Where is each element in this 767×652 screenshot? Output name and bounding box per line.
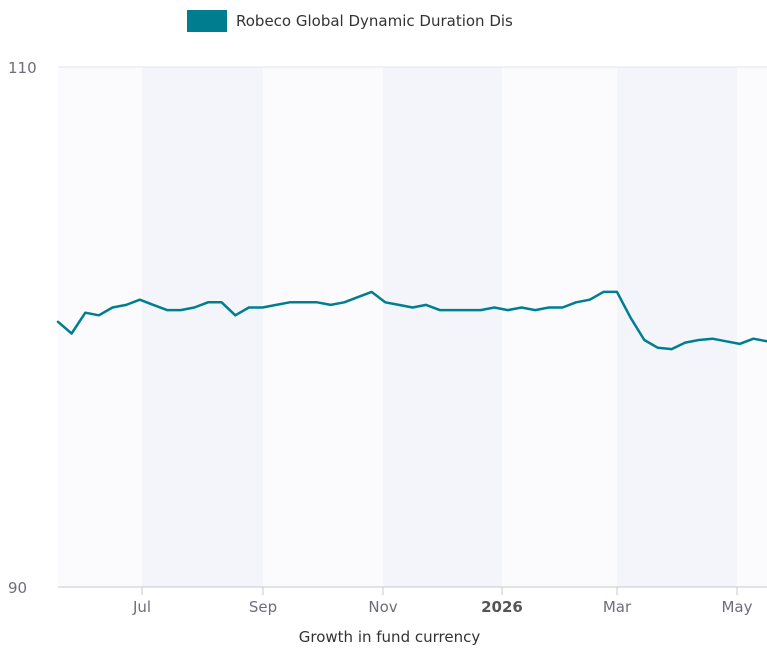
x-tick-label: 2026 [481,598,523,616]
x-tick-label: Jul [132,598,151,616]
y-axis: 90 110 [8,59,37,597]
x-tick-label: May [721,598,752,616]
shaded-band-0 [142,67,263,587]
chart-caption: Growth in fund currency [298,628,481,646]
legend-swatch [187,10,227,32]
x-tick-label: Nov [368,598,397,616]
legend[interactable]: Robeco Global Dynamic Duration Dis [187,10,513,32]
gridlines [58,66,767,588]
y-tick-label: 90 [8,579,27,597]
shaded-band-1 [383,67,502,587]
background-bands [58,67,767,587]
x-tick-label: Mar [603,598,632,616]
x-axis: Jul Sep Nov 2026 Mar May [132,587,753,616]
series-group [56,290,767,351]
y-tick-label: 110 [8,59,37,77]
x-tick-label: Sep [249,598,277,616]
legend-label: Robeco Global Dynamic Duration Dis [236,12,513,30]
